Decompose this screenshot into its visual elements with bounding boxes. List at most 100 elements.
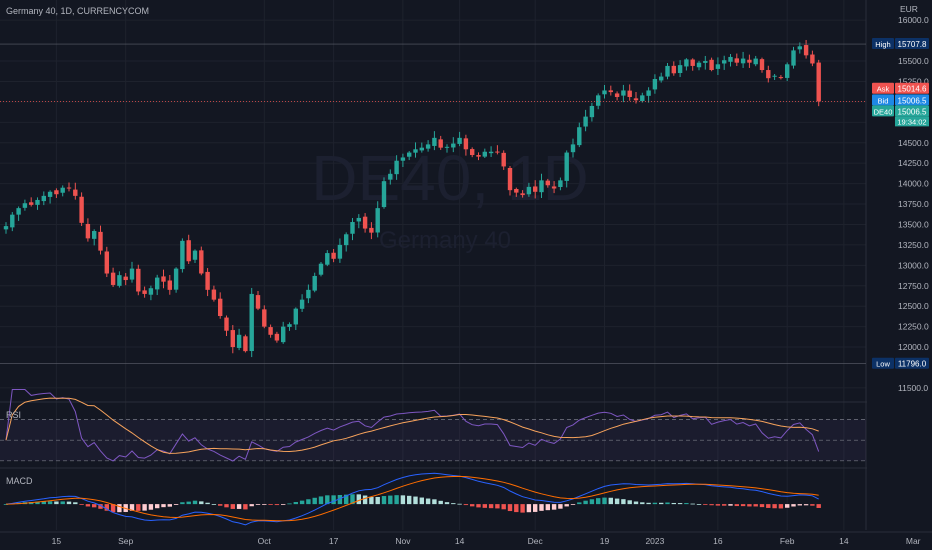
macd-histogram-bar [155,504,160,509]
price-axis[interactable]: EUR16000.015500.015250.015000.014750.014… [867,0,932,530]
macd-histogram-bar [438,500,443,505]
candle-body [627,90,632,97]
candle-body [577,127,582,146]
candle-body [218,298,223,316]
candle-body [545,180,550,186]
macd-histogram-bar [110,504,116,513]
time-tick-label: Feb [780,536,795,546]
last-label-tag: DE40 [874,107,893,116]
macd-histogram-bar [740,504,746,507]
candle-body [747,59,752,63]
macd-histogram-bar [488,504,494,509]
macd-histogram-bar [803,504,809,506]
macd-histogram-bar [690,503,695,505]
macd-histogram-bar [583,500,588,505]
candle-body [413,149,418,153]
macd-histogram-bar [451,503,456,505]
macd-histogram-bar [677,503,683,505]
candle-body [583,116,588,127]
candle-body [476,155,481,157]
macd-histogram-bar [325,495,330,505]
candle-body [791,50,796,66]
candle-body [136,268,141,292]
candle-body [759,59,765,71]
candle-body [470,149,475,156]
low-label-value-bg [895,357,929,369]
time-axis[interactable]: Aug15SepOct17Nov14Dec19202316Feb14Mar20 [0,531,932,546]
candle-body [551,186,557,189]
macd-histogram-bar [192,500,198,505]
candle-body [180,240,185,270]
candle-body [312,275,317,291]
macd-histogram-bar [199,501,204,505]
candles [3,39,821,358]
candle-body [520,193,525,196]
macd-histogram-bar [400,495,406,505]
last-label-countdown: 19:34:02 [897,117,926,126]
price-tick-label: 14250.0 [898,158,929,168]
macd-histogram-bar [589,499,595,505]
macd-histogram-bar [407,495,412,505]
candle-body [123,276,128,281]
bid-label-tag: Bid [878,96,889,105]
macd-histogram-bar [98,504,103,509]
macd-histogram-bar [425,498,431,505]
ask-label-tag: Ask [877,85,890,94]
candle-body [659,76,664,81]
candle-body [350,222,355,234]
macd-histogram-bar [287,503,292,505]
candle-body [325,253,330,265]
macd-histogram-bar [117,504,122,513]
macd-histogram-bar [608,497,613,505]
macd-histogram-bar [211,504,217,505]
time-tick-label: Dec [528,536,544,546]
candle-body [501,152,506,167]
ask-label-tag-bg [872,82,894,94]
macd-histogram-bar [306,499,311,505]
macd-histogram-bar [514,504,519,513]
time-tick-label: 14 [839,536,849,546]
macd-histogram-bar [3,504,9,505]
macd-histogram-bar [696,504,702,505]
candle-body [696,62,702,68]
macd-histogram-bar [507,504,513,512]
macd-histogram-bar [614,498,620,505]
macd-histogram-bar [293,502,298,505]
candle-body [558,180,563,187]
candle-body [262,309,267,327]
candle-body [104,251,109,274]
macd-histogram-bar [533,504,538,512]
candle-body [369,227,374,233]
candle-body [10,214,15,228]
macd-histogram-bar [173,504,179,505]
candle-body [167,280,172,290]
candle-body [709,59,714,71]
macd-histogram-bar [344,494,349,505]
macd-histogram-bar [230,504,235,509]
macd-histogram-bar [785,504,790,508]
time-tick-label: Sep [118,536,133,546]
macd-histogram-bar [337,494,343,505]
price-lines [0,43,866,365]
rsi-pane: 80.0060.0040.00 [0,389,920,462]
candle-body [41,195,46,202]
candle-body [394,160,399,175]
candle-body [785,64,790,78]
macd-histogram-bar [85,504,91,507]
candle-body [47,191,53,197]
candle-body [665,65,670,77]
candle-body [230,330,235,348]
high-label-tag: High [875,40,890,49]
candle-body [224,317,229,331]
price-tick-label: 13750.0 [898,199,929,209]
candle-body [356,217,361,222]
candle-body [110,272,116,285]
macd-histogram-bar [299,500,305,505]
macd-histogram-bar [659,502,664,505]
price-tick-label: 15250.0 [898,76,929,86]
candle-body [205,271,210,290]
symbol-title: Germany 40, 1D, CURRENCYCOM [6,6,150,16]
macd-histogram-bar [791,504,796,507]
macd-histogram-bar [249,504,254,507]
